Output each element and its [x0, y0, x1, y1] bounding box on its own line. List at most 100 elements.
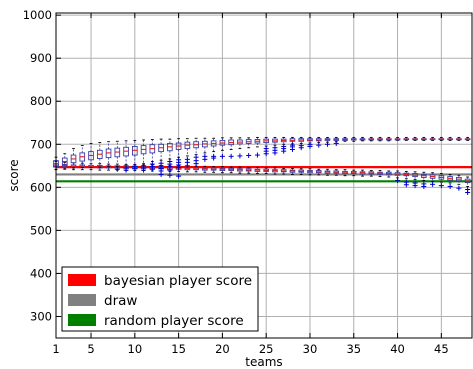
y-axis-title: score [7, 159, 21, 191]
upper-box-group [438, 136, 445, 141]
x-tick-label: 45 [434, 342, 449, 356]
upper-box-group [61, 153, 68, 170]
upper-box-group [149, 139, 156, 172]
x-tick-label: 30 [303, 342, 318, 356]
plot-frame [55, 12, 473, 339]
upper-box-group [105, 141, 112, 168]
lower-box-group [456, 174, 462, 191]
upper-box-group [377, 136, 383, 142]
lower-box-group [324, 168, 331, 176]
upper-box-group [421, 136, 427, 141]
y-tick-label: 700 [30, 137, 52, 151]
lower-box-group [385, 170, 392, 178]
x-tick-label: 35 [346, 342, 361, 356]
upper-box-group [429, 136, 436, 141]
lower-box-group [342, 169, 348, 177]
upper-box-group [263, 136, 270, 157]
lower-box-group [359, 169, 366, 177]
lower-box-group [438, 173, 445, 189]
upper-box-group [96, 142, 103, 168]
upper-box-group [254, 136, 261, 158]
lower-box-group [193, 165, 199, 173]
lower-box-group [315, 168, 322, 176]
y-tick-label: 300 [30, 309, 52, 323]
lower-box-group [421, 171, 427, 189]
upper-box-group [447, 136, 453, 141]
upper-box-group [307, 136, 313, 149]
upper-box-group [394, 136, 401, 141]
y-tick-label: 500 [30, 223, 52, 237]
upper-box-group [210, 137, 217, 161]
lower-box-group [254, 167, 261, 175]
lower-box-group [272, 167, 278, 175]
upper-box-group [342, 136, 348, 142]
lower-box-group [219, 166, 226, 174]
lower-box-group [394, 170, 401, 183]
lower-box-group [280, 167, 287, 175]
upper-box-group [289, 136, 296, 152]
upper-box-group [359, 136, 366, 142]
upper-box-group [464, 136, 471, 141]
lower-box-group [403, 170, 410, 188]
upper-box-group [175, 138, 182, 171]
upper-box-group [333, 136, 340, 146]
lower-box-group [210, 166, 217, 173]
lower-box-group [412, 171, 418, 189]
upper-box-group [88, 142, 94, 168]
ticks: 1 5 10 15 20 25 30 35 40 453004005006007008009001… [23, 8, 449, 356]
lower-box-group [263, 167, 270, 175]
upper-box-group [403, 136, 410, 141]
upper-box-group [315, 136, 322, 148]
x-axis-title: teams [245, 355, 282, 369]
lower-box-group [333, 169, 340, 176]
upper-box-group [123, 140, 129, 173]
upper-box-group [158, 138, 164, 174]
x-tick-label: 1 [52, 342, 59, 356]
lower-box-group [464, 176, 471, 196]
lower-box-group [298, 168, 305, 175]
x-tick-label: 20 [215, 342, 230, 356]
boxes [53, 136, 471, 196]
upper-box-group [79, 145, 86, 168]
legend-label-bayesian: bayesian player score [104, 273, 252, 289]
y-tick-label: 1000 [23, 8, 52, 22]
legend-swatch-draw [68, 294, 96, 306]
upper-box-group [228, 137, 234, 159]
lower-box-group [289, 167, 296, 175]
lower-box-group [377, 170, 383, 178]
lower-box-group [237, 166, 243, 174]
upper-box-group [140, 139, 147, 173]
lower-box-group [202, 165, 208, 173]
lower-box-group [307, 168, 313, 176]
lower-box-group [429, 172, 436, 187]
y-tick-label: 800 [30, 94, 52, 108]
upper-box-group [350, 136, 357, 142]
upper-box-group [167, 138, 173, 173]
upper-box-group [298, 136, 305, 151]
x-tick-label: 25 [259, 342, 274, 356]
upper-box-group [202, 137, 208, 162]
upper-box-group [368, 136, 375, 142]
upper-box-group [114, 140, 121, 172]
legend-label-random: random player score [104, 313, 244, 329]
upper-box-group [193, 137, 199, 167]
upper-box-group [237, 137, 243, 159]
upper-box-group [280, 136, 287, 154]
lower-box-group [228, 166, 234, 174]
upper-box-group [132, 139, 138, 172]
upper-box-group [219, 137, 226, 159]
upper-box-group [245, 137, 252, 158]
lower-box-group [245, 167, 252, 174]
legend-label-draw: draw [104, 293, 137, 309]
legend: bayesian player score draw random player… [61, 266, 259, 332]
y-tick-label: 600 [30, 180, 52, 194]
upper-box-group [385, 136, 392, 142]
legend-swatch-random [68, 314, 96, 326]
lower-box-group [447, 173, 453, 189]
legend-swatch-bayesian [68, 274, 96, 286]
upper-box-group [184, 138, 191, 169]
upper-box-group [324, 136, 331, 147]
y-tick-label: 400 [30, 266, 52, 280]
upper-box-group [412, 136, 418, 141]
